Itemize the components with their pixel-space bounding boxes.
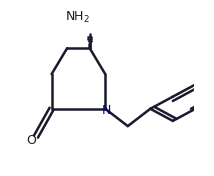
- Text: NH$_2$: NH$_2$: [65, 10, 90, 24]
- Text: N: N: [101, 104, 111, 117]
- Text: O: O: [27, 134, 37, 147]
